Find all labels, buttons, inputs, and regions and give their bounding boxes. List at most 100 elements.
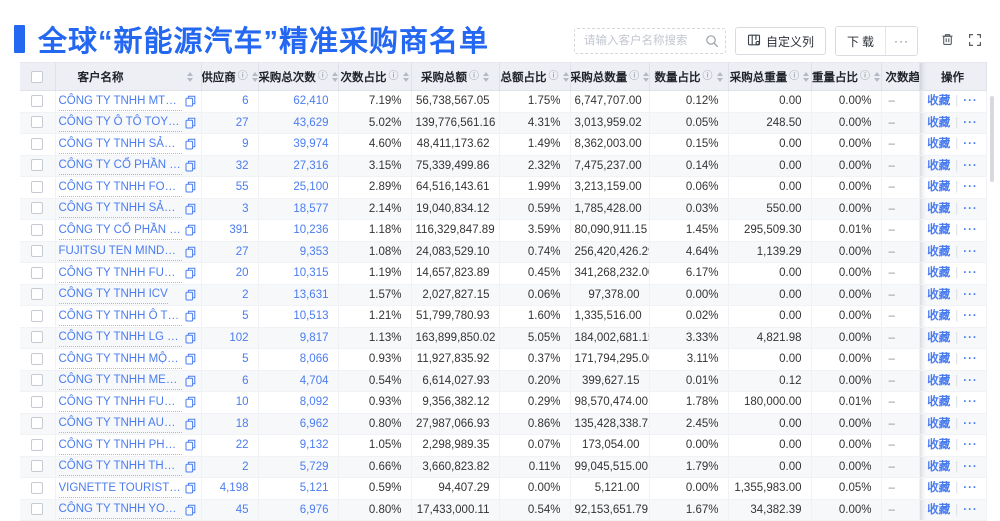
info-icon[interactable]: ⓘ xyxy=(629,70,640,82)
download-button[interactable]: 下载 xyxy=(835,27,885,55)
row-checkbox[interactable] xyxy=(31,116,44,129)
cell-purchase_count[interactable]: 43,629 xyxy=(258,112,339,134)
row-checkbox[interactable] xyxy=(31,223,44,236)
favorite-button[interactable]: 收藏 xyxy=(927,245,951,258)
copy-icon[interactable] xyxy=(185,353,196,365)
cell-supplier[interactable]: 6 xyxy=(201,370,259,392)
customer-name-link[interactable]: CÔNG TY TNHH THN AUTOPAR... xyxy=(58,457,182,477)
copy-icon[interactable] xyxy=(185,461,196,473)
copy-icon[interactable] xyxy=(185,375,196,387)
column-header-count_pct[interactable]: 次数占比 ⓘ xyxy=(338,62,412,91)
copy-icon[interactable] xyxy=(185,504,196,516)
copy-icon[interactable] xyxy=(185,289,196,301)
favorite-button[interactable]: 收藏 xyxy=(927,288,951,301)
copy-icon[interactable] xyxy=(185,482,196,494)
search-icon[interactable] xyxy=(705,34,719,53)
sort-icon[interactable] xyxy=(716,71,723,82)
cell-purchase_count[interactable]: 6,962 xyxy=(258,413,339,435)
favorite-button[interactable]: 收藏 xyxy=(927,181,951,193)
row-checkbox[interactable] xyxy=(31,352,44,365)
favorite-button[interactable]: 收藏 xyxy=(927,138,951,150)
column-header-quantity[interactable]: 采购总数量 ⓘ xyxy=(570,62,650,91)
customer-name-link[interactable]: CÔNG TY TNHH MERCEDES–B... xyxy=(58,371,182,391)
row-checkbox[interactable] xyxy=(31,288,44,301)
row-more-button[interactable]: ··· xyxy=(963,482,978,494)
cell-supplier[interactable]: 18 xyxy=(201,413,259,435)
info-icon[interactable]: ⓘ xyxy=(237,70,248,82)
cell-supplier[interactable]: 55 xyxy=(201,176,259,199)
customer-name-link[interactable]: CÔNG TY TNHH YOKOWO VIỆT... xyxy=(58,500,182,520)
column-header-amount[interactable]: 采购总额 ⓘ xyxy=(411,62,500,91)
row-more-button[interactable]: ··· xyxy=(963,224,978,236)
favorite-button[interactable]: 收藏 xyxy=(927,503,951,516)
sort-icon[interactable] xyxy=(402,71,409,82)
cell-supplier[interactable]: 102 xyxy=(201,327,259,349)
cell-purchase_count[interactable]: 9,817 xyxy=(258,327,339,349)
column-header-weight_pct[interactable]: 重量占比 ⓘ xyxy=(811,62,882,91)
info-icon[interactable]: ⓘ xyxy=(789,70,800,82)
cell-purchase_count[interactable]: 9,132 xyxy=(258,434,339,457)
cell-supplier[interactable]: 9 xyxy=(201,133,259,156)
favorite-button[interactable]: 收藏 xyxy=(927,116,951,129)
customer-name-link[interactable]: CÔNG TY TNHH PHÂN PHỐI T... xyxy=(58,436,182,455)
row-checkbox[interactable] xyxy=(31,309,44,322)
row-more-button[interactable]: ··· xyxy=(963,353,978,365)
row-more-button[interactable]: ··· xyxy=(963,288,978,301)
vertical-scrollbar[interactable] xyxy=(990,96,994,182)
toolbar-more-button[interactable]: ··· xyxy=(885,27,917,55)
cell-supplier[interactable]: 22 xyxy=(201,434,259,457)
favorite-button[interactable]: 收藏 xyxy=(927,224,951,236)
customer-name-link[interactable]: FUJITSU TEN MINDA INDIA PVT... xyxy=(58,242,182,262)
cell-supplier[interactable]: 6 xyxy=(201,90,259,113)
cell-purchase_count[interactable]: 25,100 xyxy=(258,176,339,199)
customer-name-link[interactable]: CÔNG TY TNHH SẢN XUẤT VÀ ... xyxy=(58,199,182,219)
sort-icon[interactable] xyxy=(186,71,193,82)
column-header-weight[interactable]: 采购总重量 ⓘ xyxy=(728,62,812,91)
copy-icon[interactable] xyxy=(185,267,196,279)
customer-name-link[interactable]: VIGNETTE TOURISTIQUE G UNI... xyxy=(58,479,182,498)
column-header-purchase_count[interactable]: 采购总次数 ⓘ xyxy=(258,62,339,91)
sort-icon[interactable] xyxy=(251,71,257,82)
row-checkbox[interactable] xyxy=(31,159,44,172)
row-checkbox[interactable] xyxy=(31,266,44,279)
row-more-button[interactable]: ··· xyxy=(963,95,978,107)
copy-icon[interactable] xyxy=(185,160,196,172)
customer-name-link[interactable]: CÔNG TY TNHH Ô TÔ MITSUBI... xyxy=(58,307,182,326)
row-more-button[interactable]: ··· xyxy=(963,374,978,387)
customer-name-link[interactable]: CÔNG TY TNHH FURUKAWA A... xyxy=(58,264,182,283)
favorite-button[interactable]: 收藏 xyxy=(927,439,951,451)
cell-supplier[interactable]: 2 xyxy=(201,284,259,306)
copy-icon[interactable] xyxy=(185,95,196,107)
cell-purchase_count[interactable]: 5,121 xyxy=(258,477,339,500)
row-checkbox[interactable] xyxy=(31,94,44,107)
row-more-button[interactable]: ··· xyxy=(963,503,978,516)
favorite-button[interactable]: 收藏 xyxy=(927,417,951,430)
customer-name-link[interactable]: CÔNG TY CỔ PHẦN SẢN XUẤT... xyxy=(58,156,182,176)
row-more-button[interactable]: ··· xyxy=(963,396,978,408)
cell-purchase_count[interactable]: 8,092 xyxy=(258,391,339,414)
cell-purchase_count[interactable]: 27,316 xyxy=(258,155,339,177)
row-more-button[interactable]: ··· xyxy=(963,159,978,172)
cell-purchase_count[interactable]: 13,631 xyxy=(258,284,339,306)
info-icon[interactable]: ⓘ xyxy=(469,70,479,82)
row-more-button[interactable]: ··· xyxy=(963,460,978,473)
row-checkbox[interactable] xyxy=(31,180,44,193)
favorite-button[interactable]: 收藏 xyxy=(927,202,951,215)
cell-supplier[interactable]: 5 xyxy=(201,305,259,328)
customer-name-link[interactable]: CÔNG TY TNHH FORD VIỆT NAM xyxy=(58,178,182,197)
row-more-button[interactable]: ··· xyxy=(963,181,978,193)
favorite-button[interactable]: 收藏 xyxy=(927,95,951,107)
custom-columns-button[interactable]: 自定义列 xyxy=(734,27,826,55)
copy-icon[interactable] xyxy=(185,418,196,430)
copy-icon[interactable] xyxy=(185,203,196,215)
cell-supplier[interactable]: 3 xyxy=(201,198,259,220)
cell-purchase_count[interactable]: 18,577 xyxy=(258,198,339,220)
favorite-button[interactable]: 收藏 xyxy=(927,396,951,408)
sort-icon[interactable] xyxy=(643,71,648,82)
row-more-button[interactable]: ··· xyxy=(963,267,978,279)
cell-supplier[interactable]: 2 xyxy=(201,456,259,478)
row-checkbox[interactable] xyxy=(31,331,44,344)
info-icon[interactable]: ⓘ xyxy=(388,70,399,82)
copy-icon[interactable] xyxy=(185,246,196,258)
customer-name-link[interactable]: CÔNG TY TNHH ICV xyxy=(58,285,168,305)
